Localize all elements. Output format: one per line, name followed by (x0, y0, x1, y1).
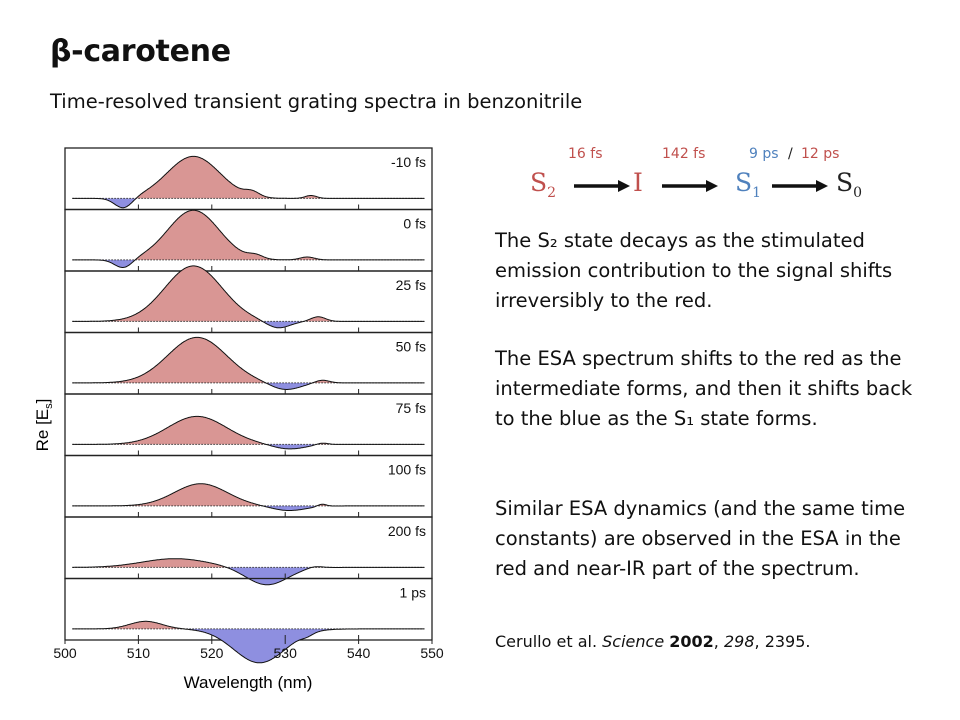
paragraph-s2-decay: The S₂ state decays as the stimulated em… (495, 229, 893, 312)
spectrum-line (72, 155, 424, 209)
spectrum-panel: 25 fs (64, 265, 433, 334)
panel-frame (64, 270, 433, 334)
panel-frame (64, 331, 433, 395)
x-tick-label: 520 (200, 645, 224, 661)
spectrum-panel: 0 fs (64, 208, 433, 272)
spectrum-line (72, 209, 424, 268)
state-s0: S0 (836, 168, 863, 201)
state-subscript: 1 (752, 185, 762, 201)
spectrum-panel: 1 ps (64, 577, 433, 664)
rate-label: 12 ps (801, 146, 840, 162)
positive-area (72, 558, 424, 568)
arrow-icon (574, 180, 630, 192)
spectrum-panel: 100 fs (64, 454, 433, 518)
negative-area (72, 259, 424, 268)
negative-area (72, 628, 424, 663)
citation-volume: 298 (723, 632, 755, 651)
positive-area (72, 483, 424, 506)
delay-label: 1 ps (400, 585, 426, 601)
state-s2: S2 (530, 168, 557, 201)
spectrum-panel: 75 fs (64, 393, 433, 457)
citation-pages: 2395. (764, 632, 811, 651)
positive-area (72, 210, 424, 260)
spectrum-panel: 50 fs (64, 331, 433, 395)
slide-title: β-carotene (50, 34, 231, 69)
citation: Cerullo et al. Science 2002, 298, 2395. (495, 632, 811, 651)
spectrum-line (72, 620, 424, 664)
panel-frame (64, 393, 433, 457)
positive-area (72, 621, 424, 629)
spectrum-panel: -10 fs (64, 147, 433, 211)
state-subscript: 2 (547, 185, 557, 201)
spectrum-panel: 200 fs (64, 516, 433, 586)
spectrum-line (72, 336, 424, 390)
rate-label: 16 fs (568, 146, 603, 162)
transient-grating-chart: -10 fs 0 fs 25 fs 50 fs 75 fs 100 fs 200 fs 1 p… (33, 147, 444, 692)
delay-label: 75 fs (396, 400, 426, 416)
citation-year: 2002 (669, 632, 714, 651)
negative-area (72, 505, 424, 511)
spectrum-line (72, 483, 424, 511)
positive-area (72, 337, 424, 383)
paragraph-esa-shift: The ESA spectrum shifts to the red as th… (495, 347, 913, 430)
rate-label: 9 ps (749, 146, 779, 162)
delay-label: 25 fs (396, 277, 426, 293)
state-s1: S1 (735, 168, 762, 201)
delay-label: 200 fs (388, 523, 426, 539)
paragraph-similar-dynamics: Similar ESA dynamics (and the same time … (495, 497, 906, 580)
negative-area (72, 382, 424, 390)
spectrum-line (72, 265, 424, 329)
delay-label: 50 fs (396, 339, 426, 355)
negative-area (72, 444, 424, 449)
delay-label: 0 fs (403, 216, 426, 232)
x-tick-label: 550 (420, 645, 444, 661)
arrow-icon (772, 180, 828, 192)
spectrum-line (72, 415, 424, 450)
delay-label: -10 fs (391, 154, 426, 170)
rate-label: / (788, 146, 793, 162)
rate-label: 142 fs (662, 146, 706, 162)
citation-journal: Science (602, 632, 665, 651)
x-axis-label: Wavelength (nm) (184, 673, 313, 692)
state-intermediate: I (633, 168, 643, 197)
x-tick-label: 540 (347, 645, 371, 661)
citation-authors: Cerullo et al. (495, 632, 598, 651)
arrow-icon (662, 180, 718, 192)
positive-area (72, 265, 424, 322)
x-tick-label: 510 (127, 645, 151, 661)
panel-frame (64, 454, 433, 518)
y-axis-label: Re [Es] (33, 399, 55, 452)
slide-subtitle: Time-resolved transient grating spectra … (50, 90, 583, 113)
delay-label: 100 fs (388, 462, 426, 478)
negative-area (72, 198, 424, 208)
state-subscript: 0 (853, 185, 863, 201)
x-tick-label: 530 (274, 645, 298, 661)
negative-area (72, 567, 424, 585)
negative-area (72, 321, 424, 328)
positive-area (72, 416, 424, 445)
x-tick-label: 500 (53, 645, 77, 661)
positive-area (72, 156, 424, 199)
